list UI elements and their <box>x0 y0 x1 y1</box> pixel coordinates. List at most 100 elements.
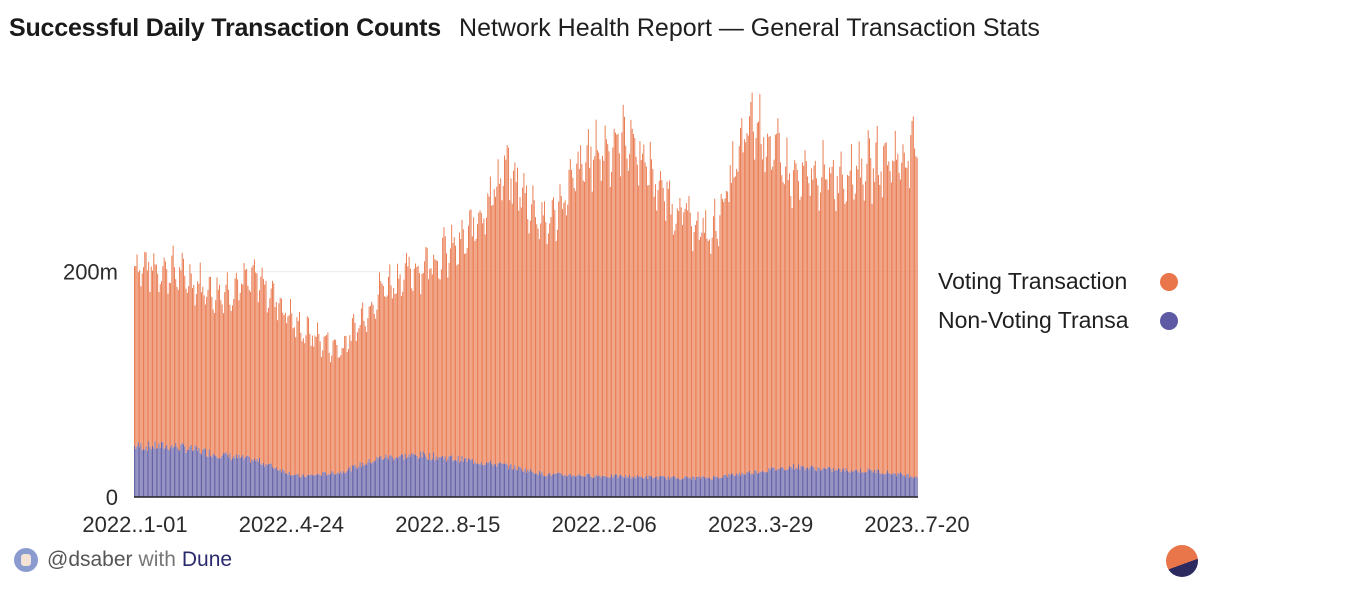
bar-non-voting[interactable] <box>838 468 839 497</box>
bar-voting[interactable] <box>567 204 569 476</box>
bar-voting[interactable] <box>264 284 266 467</box>
bar-voting[interactable] <box>587 129 589 474</box>
bar-voting[interactable] <box>859 177 861 469</box>
bar-voting[interactable] <box>488 196 490 463</box>
bar-voting[interactable] <box>193 284 195 451</box>
bar-non-voting[interactable] <box>326 475 328 497</box>
bar-voting[interactable] <box>875 142 877 474</box>
bar-non-voting[interactable] <box>243 459 245 497</box>
bar-non-voting[interactable] <box>709 477 711 497</box>
bar-non-voting[interactable] <box>204 448 206 497</box>
bar-non-voting[interactable] <box>847 470 849 497</box>
bar-voting[interactable] <box>207 289 209 457</box>
bar-non-voting[interactable] <box>755 470 757 497</box>
bar-non-voting[interactable] <box>394 458 396 497</box>
bar-non-voting[interactable] <box>600 477 602 497</box>
bar-voting[interactable] <box>905 167 907 478</box>
bar-non-voting[interactable] <box>177 449 179 497</box>
bar-non-voting[interactable] <box>714 476 716 497</box>
bar-non-voting[interactable] <box>135 448 137 497</box>
bar-voting[interactable] <box>584 181 585 477</box>
bar-voting[interactable] <box>486 217 487 463</box>
bar-voting[interactable] <box>780 162 781 469</box>
bar-non-voting[interactable] <box>386 457 388 497</box>
bar-non-voting[interactable] <box>522 471 524 497</box>
bar-voting[interactable] <box>467 225 469 459</box>
bar-voting[interactable] <box>740 127 741 476</box>
bar-non-voting[interactable] <box>317 473 319 497</box>
bar-non-voting[interactable] <box>524 468 526 497</box>
bar-voting[interactable] <box>473 217 475 464</box>
bar-non-voting[interactable] <box>359 462 361 497</box>
bar-non-voting[interactable] <box>520 468 522 497</box>
bar-non-voting[interactable] <box>614 474 616 497</box>
bar-voting[interactable] <box>841 174 843 470</box>
bar-non-voting[interactable] <box>134 445 135 497</box>
bar-voting[interactable] <box>341 348 343 474</box>
bar-voting[interactable] <box>288 315 290 472</box>
bar-non-voting[interactable] <box>636 475 638 497</box>
bar-voting[interactable] <box>167 293 169 450</box>
bar-voting[interactable] <box>155 264 157 449</box>
bar-non-voting[interactable] <box>799 469 801 497</box>
bar-non-voting[interactable] <box>286 473 288 497</box>
bar-voting[interactable] <box>368 306 370 459</box>
bar-voting[interactable] <box>631 128 633 477</box>
bar-non-voting[interactable] <box>706 477 708 497</box>
bar-voting[interactable] <box>538 239 540 471</box>
bar-voting[interactable] <box>184 275 186 447</box>
bar-voting[interactable] <box>286 323 288 474</box>
bar-non-voting[interactable] <box>465 457 467 497</box>
bar-non-voting[interactable] <box>756 473 758 497</box>
bar-voting[interactable] <box>444 236 446 457</box>
bar-voting[interactable] <box>542 215 544 476</box>
bar-voting[interactable] <box>416 267 418 457</box>
bar-non-voting[interactable] <box>458 463 460 497</box>
bar-non-voting[interactable] <box>678 478 680 497</box>
bar-voting[interactable] <box>162 266 164 443</box>
bar-non-voting[interactable] <box>337 472 339 497</box>
bar-voting[interactable] <box>251 267 253 460</box>
bar-voting[interactable] <box>390 285 392 456</box>
bar-voting[interactable] <box>412 290 414 454</box>
bar-voting[interactable] <box>844 203 846 472</box>
bar-non-voting[interactable] <box>884 474 886 497</box>
bar-non-voting[interactable] <box>576 476 578 497</box>
bar-non-voting[interactable] <box>897 473 899 497</box>
bar-voting[interactable] <box>255 272 257 461</box>
bar-voting[interactable] <box>916 157 918 478</box>
bar-voting[interactable] <box>268 307 270 464</box>
bar-voting[interactable] <box>498 183 500 463</box>
bar-voting[interactable] <box>763 137 765 472</box>
bar-voting[interactable] <box>471 236 473 459</box>
bar-voting[interactable] <box>614 132 616 475</box>
bar-non-voting[interactable] <box>658 476 660 497</box>
bar-voting[interactable] <box>537 228 539 476</box>
bar-non-voting[interactable] <box>402 454 404 497</box>
bar-voting[interactable] <box>457 264 459 456</box>
bar-non-voting[interactable] <box>257 461 259 497</box>
bar-non-voting[interactable] <box>345 472 347 497</box>
bar-voting[interactable] <box>433 254 435 453</box>
bar-non-voting[interactable] <box>479 464 481 497</box>
bar-non-voting[interactable] <box>729 475 731 497</box>
bar-non-voting[interactable] <box>355 467 357 497</box>
bar-voting[interactable] <box>591 191 593 478</box>
bar-non-voting[interactable] <box>723 475 725 497</box>
bar-voting[interactable] <box>164 261 166 448</box>
bar-non-voting[interactable] <box>902 475 904 497</box>
bar-voting[interactable] <box>789 173 790 467</box>
bar-non-voting[interactable] <box>309 475 311 497</box>
bar-voting[interactable] <box>239 292 241 459</box>
bar-non-voting[interactable] <box>596 476 598 497</box>
bar-voting[interactable] <box>493 189 495 464</box>
bar-non-voting[interactable] <box>612 477 614 497</box>
bar-non-voting[interactable] <box>487 462 489 497</box>
bar-non-voting[interactable] <box>581 475 583 497</box>
bar-voting[interactable] <box>901 162 903 474</box>
bar-non-voting[interactable] <box>331 470 333 497</box>
bar-voting[interactable] <box>492 204 494 467</box>
bar-non-voting[interactable] <box>556 472 558 497</box>
bar-voting[interactable] <box>881 197 883 474</box>
bar-voting[interactable] <box>246 268 248 456</box>
